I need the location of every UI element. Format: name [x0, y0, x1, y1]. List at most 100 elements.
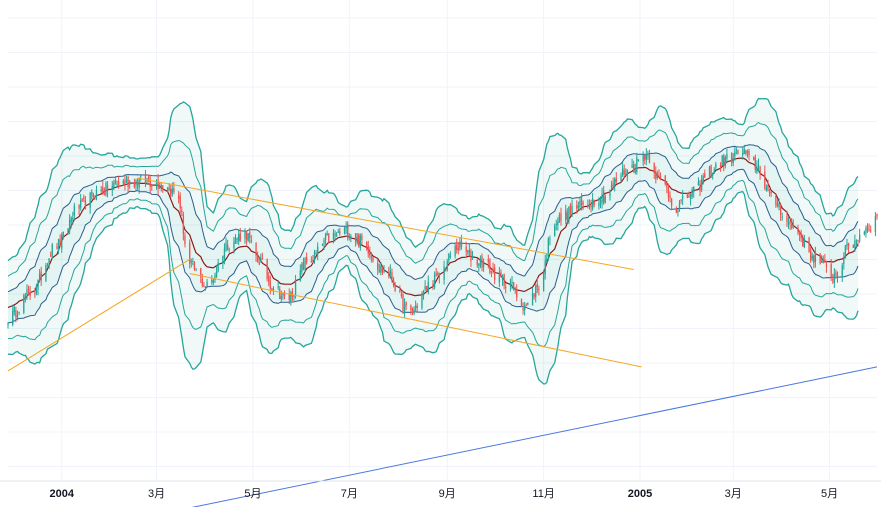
candle	[743, 144, 745, 155]
candle-body	[599, 199, 602, 205]
candle	[446, 258, 448, 272]
candle-body	[601, 193, 603, 203]
candle-body	[802, 238, 804, 247]
candle	[388, 266, 390, 279]
candle	[767, 179, 769, 192]
candle	[146, 177, 148, 185]
candle-body	[324, 234, 327, 240]
candle-body	[247, 233, 249, 241]
candle-body	[481, 256, 483, 268]
candle	[542, 269, 545, 292]
candle-body	[249, 232, 251, 239]
candle	[514, 286, 516, 294]
candle	[323, 237, 325, 250]
candle-body	[49, 255, 52, 257]
candle	[832, 273, 834, 284]
candle-body	[800, 233, 802, 239]
candle-body	[535, 286, 537, 297]
candle	[321, 243, 324, 247]
candle	[236, 237, 238, 245]
candle-body	[348, 236, 350, 238]
candle-body	[833, 273, 836, 283]
candle-body	[195, 268, 197, 270]
candle	[302, 257, 305, 271]
candle-body	[454, 245, 456, 256]
trend-line-4	[191, 366, 878, 507]
band-lower-3	[7, 190, 859, 385]
candle	[190, 258, 192, 268]
candle-body	[443, 266, 445, 280]
candle	[312, 255, 314, 264]
candle-body	[136, 182, 139, 186]
candle	[614, 177, 616, 192]
candle	[576, 200, 578, 214]
candle-body	[479, 258, 482, 266]
candle	[479, 255, 482, 269]
candle-body	[858, 234, 861, 241]
candle	[117, 175, 120, 189]
candle	[691, 187, 693, 199]
candle-body	[604, 196, 606, 204]
candle-body	[708, 166, 711, 179]
candle-body	[710, 164, 712, 178]
candle	[621, 162, 624, 177]
candle	[83, 194, 85, 203]
candle-body	[620, 175, 622, 181]
candle	[730, 152, 733, 167]
candle-body	[798, 231, 801, 235]
candle-body	[719, 165, 722, 168]
candle-body	[288, 293, 290, 300]
candle	[192, 257, 194, 266]
candle	[770, 191, 772, 197]
candle	[179, 192, 181, 215]
candle-body	[737, 150, 739, 154]
candle	[23, 293, 25, 315]
candle-body	[847, 243, 850, 247]
candle	[527, 302, 529, 306]
band-fill-inner	[8, 144, 858, 323]
candle-body	[723, 155, 725, 166]
band-upper-3	[7, 97, 859, 262]
candle-body	[372, 257, 374, 261]
candle	[490, 270, 493, 278]
candle-body	[825, 264, 828, 267]
candle	[444, 268, 447, 272]
candle	[193, 261, 196, 271]
candle-body	[735, 149, 738, 151]
candle	[228, 247, 230, 253]
candle-body	[808, 237, 810, 253]
candle-body	[677, 209, 679, 213]
candle	[127, 175, 129, 193]
candle-body	[18, 311, 20, 313]
candle-body	[691, 189, 693, 197]
candle	[234, 234, 237, 244]
candle	[57, 238, 60, 255]
candle	[522, 302, 524, 315]
candle-body	[865, 227, 867, 234]
candle-body	[244, 230, 246, 239]
candle	[238, 229, 240, 246]
candle-body	[623, 170, 625, 175]
candle-body	[459, 241, 461, 249]
candle-body	[38, 273, 41, 281]
candle-body	[666, 182, 668, 189]
candle	[378, 263, 380, 274]
candle-body	[394, 284, 396, 291]
candle	[602, 185, 605, 206]
candle-body	[402, 294, 404, 312]
candle	[61, 232, 63, 253]
candle-body	[380, 265, 382, 273]
candle-body	[713, 169, 715, 172]
candle	[680, 198, 682, 204]
candle-body	[598, 203, 600, 207]
candle-body	[700, 179, 703, 190]
candle-body	[400, 294, 403, 297]
candle	[56, 242, 58, 250]
candle-body	[46, 265, 49, 267]
candle	[487, 254, 489, 269]
candle	[536, 277, 538, 294]
candle-body	[704, 173, 706, 178]
candle-body	[843, 258, 845, 265]
candle-body	[305, 256, 308, 263]
